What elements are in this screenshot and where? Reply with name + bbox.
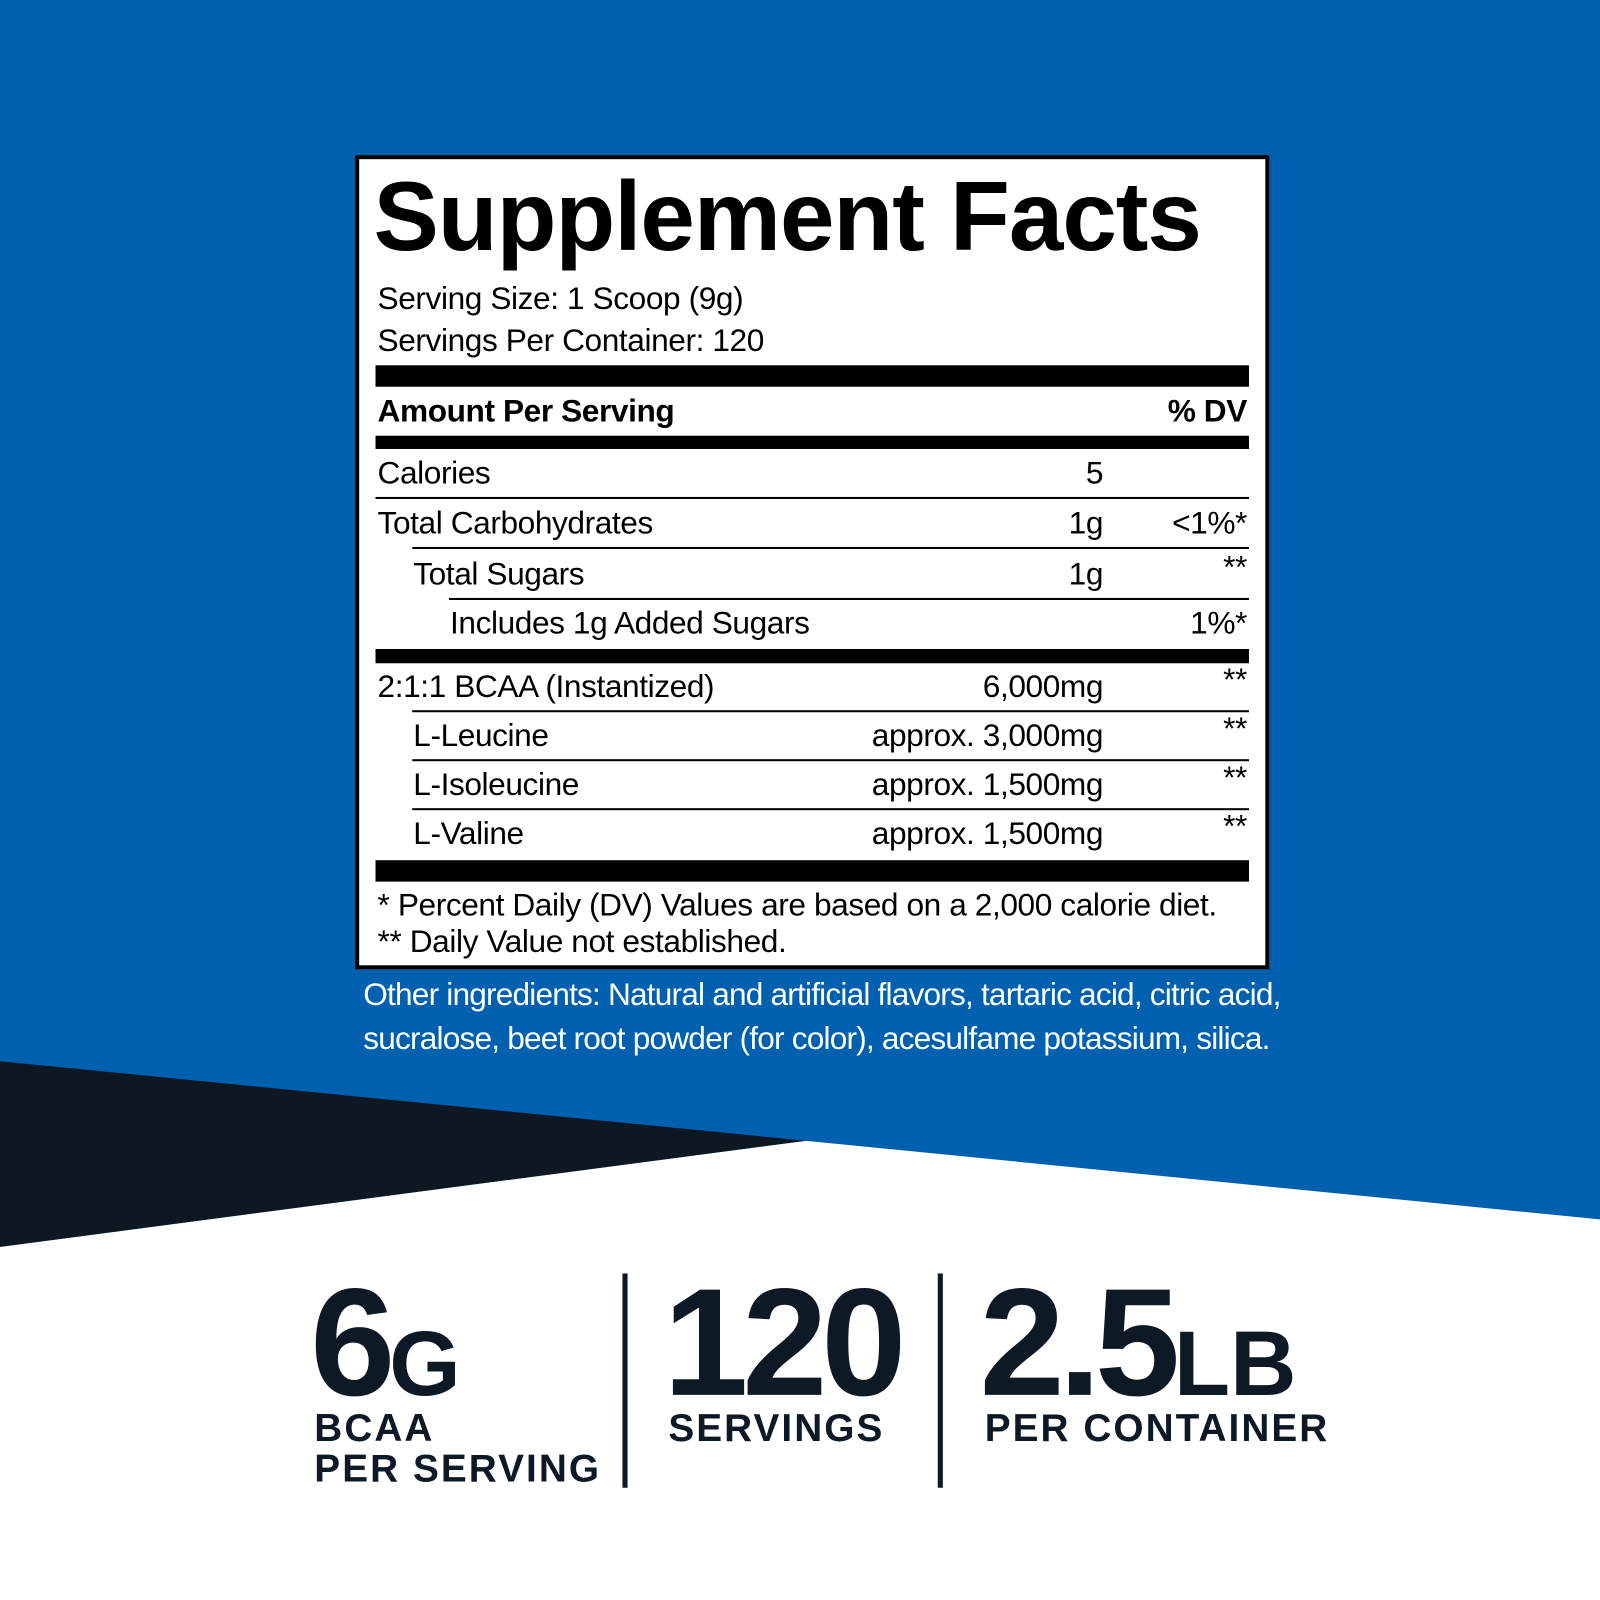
footnote: * Percent Daily (DV) Values are based on… — [377, 886, 1218, 923]
row-dv: <1%* — [1172, 505, 1247, 541]
row-amount: 6,000mg — [982, 668, 1104, 705]
row-dv: ** — [1223, 710, 1247, 746]
stat-value: 6G — [310, 1265, 460, 1441]
serving-size: Serving Size: 1 Scoop (9g) — [377, 280, 744, 317]
row-dv: 1%* — [1190, 605, 1247, 641]
ingredients-line: Other ingredients: Natural and artificia… — [363, 976, 1281, 1013]
row-dv: ** — [1223, 808, 1247, 844]
header-left: Amount Per Serving — [377, 392, 675, 429]
row-dv: ** — [1223, 548, 1247, 585]
divider — [412, 710, 1249, 713]
row-name: L-Leucine — [413, 717, 549, 754]
stat-value: 120 — [663, 1265, 906, 1418]
stat-label: SERVINGS — [668, 1407, 885, 1450]
row-amount: approx. 1,500mg — [871, 815, 1104, 852]
row-amount: approx. 3,000mg — [871, 717, 1104, 754]
divider-thick — [375, 648, 1249, 664]
divider — [448, 597, 1249, 600]
divider-thick — [375, 435, 1249, 449]
stat-number: 6 — [310, 1256, 395, 1428]
row-dv: ** — [1223, 759, 1247, 795]
stat-unit: G — [389, 1313, 461, 1416]
stat-number: 2.5 — [979, 1256, 1181, 1428]
row-amount: 1g — [1068, 505, 1104, 541]
servings-per-container: Servings Per Container: 120 — [377, 322, 765, 359]
stat-label: BCAA — [314, 1407, 435, 1450]
divider — [412, 546, 1249, 549]
row-amount: 1g — [1068, 556, 1104, 592]
row-name: 2:1:1 BCAA (Instantized) — [377, 668, 715, 705]
stat-divider — [937, 1273, 943, 1488]
stat-value: 2.5LB — [980, 1265, 1297, 1441]
dark-wedge — [0, 1061, 807, 1247]
ingredients-line: sucralose, beet root powder (for color),… — [363, 1020, 1270, 1057]
row-name: Total Sugars — [413, 556, 585, 592]
row-name: L-Valine — [413, 815, 524, 852]
divider — [412, 759, 1249, 762]
row-amount: 5 — [1085, 455, 1104, 491]
footnote: ** Daily Value not established. — [377, 923, 787, 960]
row-amount: approx. 1,500mg — [871, 766, 1104, 803]
facts-box — [355, 155, 1270, 970]
divider-thick — [375, 860, 1249, 882]
divider — [412, 808, 1249, 811]
divider-thick — [375, 365, 1249, 387]
stat-label: PER SERVING — [314, 1447, 602, 1491]
stat-number: 120 — [663, 1256, 906, 1428]
row-name: L-Isoleucine — [413, 766, 579, 803]
row-name: Total Carbohydrates — [377, 505, 654, 541]
header-right: % DV — [1167, 392, 1248, 429]
row-dv: ** — [1223, 661, 1247, 697]
stat-label: PER CONTAINER — [984, 1407, 1330, 1450]
divider — [375, 496, 1249, 499]
row-name: Calories — [377, 455, 491, 491]
white-area — [0, 1140, 1600, 1600]
stat-divider — [622, 1273, 628, 1488]
facts-title: Supplement Facts — [373, 162, 1201, 272]
row-name: Includes 1g Added Sugars — [449, 605, 810, 641]
stat-unit: LB — [1174, 1313, 1297, 1416]
